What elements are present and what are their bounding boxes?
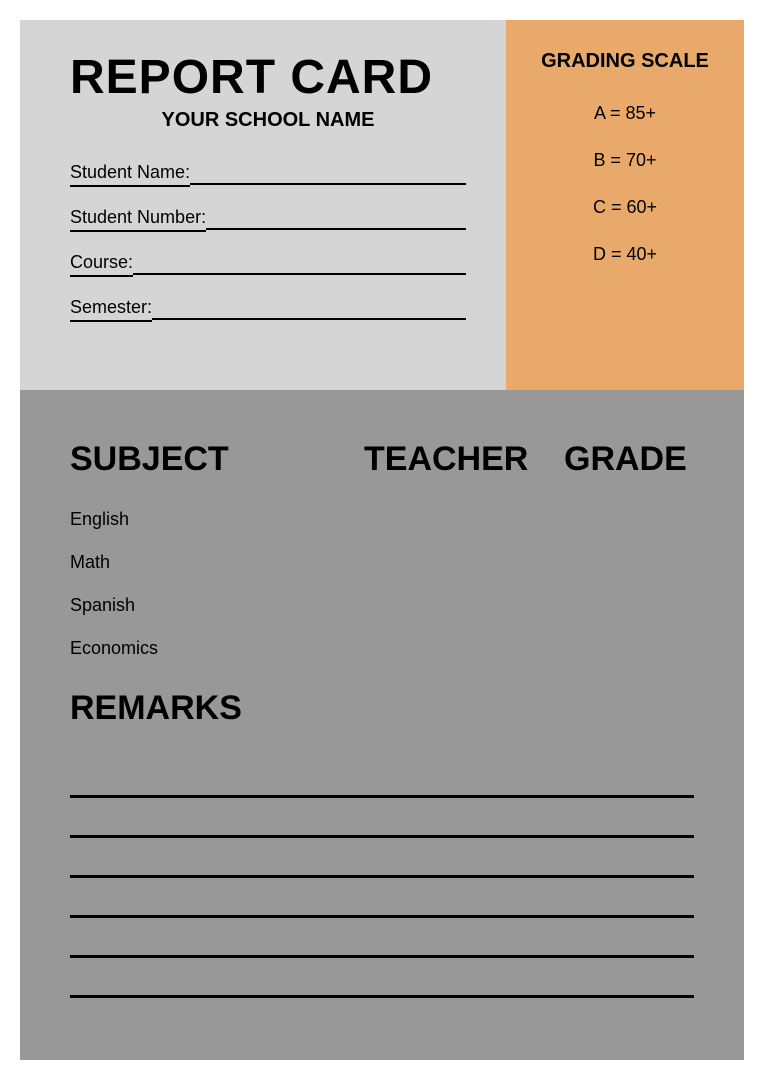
report-card: REPORT CARD YOUR SCHOOL NAME Student Nam… (20, 20, 744, 1060)
student-fields: Student Name: Student Number: Course: Semes… (70, 162, 466, 322)
top-section: REPORT CARD YOUR SCHOOL NAME Student Nam… (20, 20, 744, 390)
col-subject: SUBJECT (70, 440, 364, 479)
remarks-title: REMARKS (70, 689, 694, 728)
field-label: Semester: (70, 297, 152, 322)
col-teacher: TEACHER (364, 440, 564, 479)
grades-section: SUBJECT TEACHER GRADE English Math Spanish… (20, 390, 744, 1060)
grading-items: A = 85+ B = 70+ C = 60+ D = 40+ (526, 103, 724, 265)
remark-line[interactable] (70, 798, 694, 838)
col-grade: GRADE (564, 440, 694, 479)
grading-panel: GRADING SCALE A = 85+ B = 70+ C = 60+ D = 4… (506, 20, 744, 390)
field-input-line[interactable] (133, 273, 466, 275)
subject-row: English (70, 509, 694, 530)
field-row: Course: (70, 252, 466, 277)
field-label: Student Number: (70, 207, 206, 232)
remarks-lines (70, 758, 694, 998)
field-input-line[interactable] (190, 183, 466, 185)
subject-list: English Math Spanish Economics (70, 509, 694, 659)
field-input-line[interactable] (152, 318, 466, 320)
main-title: REPORT CARD (70, 50, 466, 105)
field-label: Student Name: (70, 162, 190, 187)
grading-item: A = 85+ (526, 103, 724, 124)
remark-line[interactable] (70, 958, 694, 998)
field-row: Semester: (70, 297, 466, 322)
grading-title: GRADING SCALE (526, 50, 724, 73)
grading-item: B = 70+ (526, 150, 724, 171)
field-row: Student Number: (70, 207, 466, 232)
header-panel: REPORT CARD YOUR SCHOOL NAME Student Nam… (20, 20, 506, 390)
grading-item: C = 60+ (526, 197, 724, 218)
remark-line[interactable] (70, 758, 694, 798)
subject-row: Math (70, 552, 694, 573)
school-name: YOUR SCHOOL NAME (70, 109, 466, 132)
subject-row: Economics (70, 638, 694, 659)
remark-line[interactable] (70, 838, 694, 878)
field-row: Student Name: (70, 162, 466, 187)
grading-item: D = 40+ (526, 244, 724, 265)
column-headers: SUBJECT TEACHER GRADE (70, 440, 694, 479)
remark-line[interactable] (70, 878, 694, 918)
subject-row: Spanish (70, 595, 694, 616)
field-input-line[interactable] (206, 228, 466, 230)
remark-line[interactable] (70, 918, 694, 958)
field-label: Course: (70, 252, 133, 277)
